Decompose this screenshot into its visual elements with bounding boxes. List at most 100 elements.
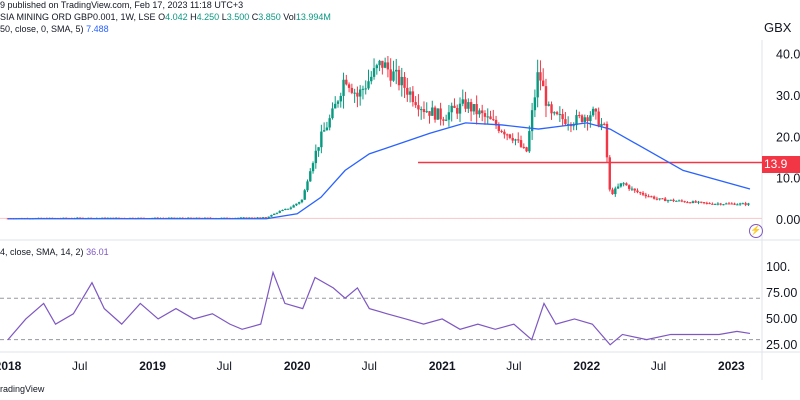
candle-body bbox=[700, 201, 703, 203]
time-tick-label: Jul bbox=[651, 359, 666, 373]
rsi-tick-label: 25.00 bbox=[766, 338, 797, 352]
candle-body bbox=[677, 200, 681, 202]
candle-body bbox=[619, 183, 623, 187]
candle-body bbox=[708, 203, 711, 205]
candle-body bbox=[586, 117, 589, 122]
rsi-line bbox=[7, 270, 751, 346]
candle-body bbox=[688, 202, 692, 204]
candle-body bbox=[719, 203, 722, 205]
candle-body bbox=[364, 88, 367, 90]
candle-body bbox=[608, 157, 611, 190]
candle-body bbox=[600, 123, 603, 127]
candle-body bbox=[267, 216, 270, 218]
candle-body bbox=[691, 201, 695, 204]
candle-body bbox=[639, 192, 642, 194]
candle-body bbox=[641, 192, 645, 195]
candle-body bbox=[550, 104, 553, 114]
candle-body bbox=[525, 147, 528, 152]
candle-body bbox=[331, 108, 334, 119]
candle-body bbox=[614, 188, 617, 195]
candle-body bbox=[636, 190, 639, 193]
time-tick-label: Jul bbox=[362, 359, 377, 373]
candle-body bbox=[633, 188, 636, 191]
candle-body bbox=[395, 69, 398, 72]
candle-body bbox=[322, 130, 326, 132]
candle-body bbox=[383, 62, 387, 68]
candle-body bbox=[664, 198, 667, 202]
unit-label: GBX bbox=[764, 20, 792, 35]
time-tick-label: 2018 bbox=[0, 359, 22, 373]
candle-body bbox=[705, 202, 709, 204]
candle-body bbox=[239, 217, 243, 219]
candle-body bbox=[270, 214, 273, 217]
candle-body bbox=[361, 88, 365, 90]
candle-body bbox=[597, 111, 600, 127]
candle-body bbox=[738, 203, 742, 205]
price-tick-label: 30.0 bbox=[776, 89, 800, 103]
candle-body bbox=[497, 125, 501, 131]
candle-body bbox=[425, 111, 428, 113]
candle-body bbox=[303, 190, 306, 200]
ma-row: 50, close, 0, SMA, 5) 7.488 bbox=[0, 24, 109, 34]
candle-body bbox=[555, 112, 559, 115]
candle-body bbox=[273, 213, 276, 215]
candle-body bbox=[433, 107, 437, 120]
close-value: 3.850 bbox=[258, 12, 281, 22]
price-tick-label: 40.0 bbox=[776, 48, 800, 62]
rsi-label: 4, close, SMA, 14, 2) bbox=[0, 247, 84, 257]
candle-body bbox=[536, 72, 539, 98]
candle-body bbox=[403, 76, 406, 88]
candle-body bbox=[647, 196, 650, 198]
rsi-row: 4, close, SMA, 14, 2) 36.01 bbox=[0, 247, 109, 257]
candle-body bbox=[411, 91, 415, 103]
candle-body bbox=[514, 139, 517, 141]
candle-body bbox=[278, 211, 281, 213]
candle-body bbox=[627, 185, 631, 189]
time-tick-label: Jul bbox=[506, 359, 521, 373]
ma-value: 7.488 bbox=[86, 24, 109, 34]
candle-body bbox=[458, 103, 462, 114]
candle-body bbox=[261, 217, 265, 219]
candle-body bbox=[489, 116, 492, 120]
candle-body bbox=[483, 113, 487, 117]
rsi-tick-label: 75.00 bbox=[766, 286, 797, 300]
candle-body bbox=[517, 139, 520, 141]
candle-body bbox=[561, 114, 564, 120]
candle-body bbox=[334, 103, 337, 109]
publish-info: 9 published on TradingView.com, Feb 17, … bbox=[0, 0, 244, 10]
candle-body bbox=[461, 99, 464, 104]
low-label: L bbox=[221, 12, 227, 22]
candle-body bbox=[372, 68, 376, 77]
candle-body bbox=[250, 217, 254, 219]
candle-body bbox=[591, 108, 595, 116]
candle-body bbox=[317, 147, 320, 151]
candle-body bbox=[453, 105, 456, 108]
candle-body bbox=[661, 198, 664, 200]
candle-body bbox=[500, 130, 503, 132]
candle-body bbox=[311, 163, 315, 172]
candle-body bbox=[347, 84, 351, 88]
candle-body bbox=[281, 209, 284, 212]
candle-body bbox=[727, 203, 731, 205]
candle-body bbox=[289, 207, 293, 209]
candle-body bbox=[472, 104, 476, 112]
candle-body bbox=[442, 119, 445, 121]
candle-body bbox=[353, 92, 356, 94]
candle-body bbox=[666, 200, 670, 202]
candle-body bbox=[744, 203, 747, 205]
candle-body bbox=[508, 134, 512, 138]
candle-body bbox=[572, 125, 575, 127]
candle-body bbox=[630, 188, 634, 190]
candle-body bbox=[478, 110, 481, 115]
candle-body bbox=[522, 146, 525, 148]
candle-body bbox=[358, 89, 362, 97]
time-tick-label: 2022 bbox=[573, 359, 600, 373]
lightning-icon[interactable]: ⚡ bbox=[749, 224, 763, 238]
candle-body bbox=[716, 203, 720, 205]
candle-body bbox=[367, 81, 370, 89]
candle-body bbox=[397, 69, 401, 86]
candle-body bbox=[605, 123, 609, 158]
candle-body bbox=[533, 97, 537, 111]
candle-body bbox=[414, 102, 417, 106]
candle-body bbox=[417, 105, 420, 110]
